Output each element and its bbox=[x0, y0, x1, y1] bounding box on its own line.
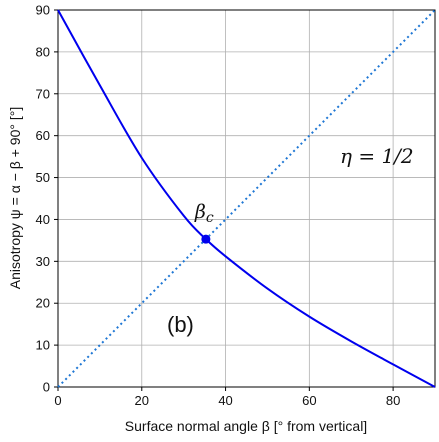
y-tick-label: 80 bbox=[36, 44, 50, 59]
y-tick-label: 90 bbox=[36, 3, 50, 18]
x-tick-label: 20 bbox=[135, 393, 149, 408]
y-tick-label: 10 bbox=[36, 338, 50, 353]
marker-group: βc bbox=[194, 201, 214, 244]
y-axis-label: Anisotropy ψ = α − β + 90° [°] bbox=[7, 107, 23, 289]
y-ticks: 0 10 20 30 40 50 60 70 80 90 bbox=[36, 3, 58, 395]
y-tick-label: 70 bbox=[36, 86, 50, 101]
eta-annotation: η = 1/2 bbox=[340, 144, 414, 168]
x-tick-label: 40 bbox=[218, 393, 232, 408]
x-tick-label: 60 bbox=[302, 393, 316, 408]
series-group bbox=[58, 10, 435, 387]
x-tick-label: 0 bbox=[54, 393, 61, 408]
x-ticks: 0 20 40 60 80 bbox=[54, 387, 400, 408]
y-tick-label: 60 bbox=[36, 128, 50, 143]
beta-c-label: βc bbox=[194, 201, 214, 226]
x-tick-label: 80 bbox=[386, 393, 400, 408]
panel-label: (b) bbox=[167, 312, 194, 337]
diagonal-dotted-line bbox=[58, 10, 435, 387]
y-tick-label: 0 bbox=[43, 380, 50, 395]
y-tick-label: 50 bbox=[36, 170, 50, 185]
y-tick-label: 40 bbox=[36, 212, 50, 227]
y-tick-label: 30 bbox=[36, 254, 50, 269]
beta-c-marker bbox=[201, 235, 210, 244]
y-tick-label: 20 bbox=[36, 296, 50, 311]
x-axis-label: Surface normal angle β [° from vertical] bbox=[125, 418, 367, 434]
